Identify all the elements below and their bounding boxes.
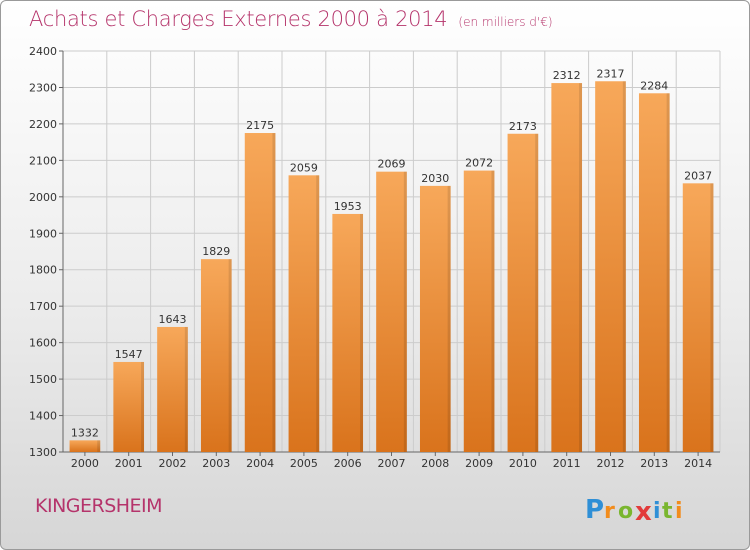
y-tick-label: 1700 — [29, 300, 57, 313]
x-tick-label-2004: 2004 — [246, 457, 274, 470]
data-label-2005: 2059 — [290, 161, 318, 174]
y-tick-label: 1600 — [29, 337, 57, 350]
y-tick-label: 1300 — [29, 446, 57, 459]
bar-shade-2010 — [535, 133, 539, 452]
y-tick-label: 1800 — [29, 264, 57, 277]
y-tick-label: 2200 — [29, 118, 57, 131]
data-label-2014: 2037 — [684, 169, 712, 182]
bar-2009 — [463, 170, 495, 452]
data-label-2008: 2030 — [421, 172, 449, 185]
y-tick-label: 2100 — [29, 154, 57, 167]
bar-shade-2007 — [403, 171, 407, 452]
y-tick-label: 1500 — [29, 373, 57, 386]
logo-letter-t: t — [662, 499, 673, 524]
x-tick-label-2007: 2007 — [378, 457, 406, 470]
bar-2005 — [288, 175, 320, 452]
data-label-2010: 2173 — [509, 120, 537, 133]
logo-letter-p: P — [585, 495, 604, 525]
data-label-2001: 1547 — [115, 348, 143, 361]
bar-2006 — [332, 213, 364, 452]
bar-layer — [69, 81, 714, 453]
chart-title-block: Achats et Charges Externes 2000 à 2014 (… — [29, 7, 553, 31]
bar-2003 — [200, 259, 232, 452]
bar-2011 — [551, 83, 583, 452]
city-name: KINGERSHEIM — [35, 495, 163, 517]
bar-shade-2004 — [272, 133, 276, 453]
bar-shade-2001 — [141, 361, 145, 452]
data-label-2004: 2175 — [246, 119, 274, 132]
bar-2012 — [595, 81, 626, 453]
x-tick-label-2006: 2006 — [334, 457, 362, 470]
x-tick-label-2014: 2014 — [684, 457, 712, 470]
bar-2000 — [69, 440, 101, 452]
y-tick-label: 1400 — [29, 410, 57, 423]
data-label-2012: 2317 — [597, 67, 625, 80]
data-label-2013: 2284 — [640, 79, 668, 92]
x-tick-label-2001: 2001 — [115, 457, 143, 470]
y-tick-label: 2300 — [29, 81, 57, 94]
chart-unit: (en milliers d'€) — [458, 15, 553, 29]
x-tick-label-2002: 2002 — [159, 457, 187, 470]
data-label-2000: 1332 — [71, 426, 99, 439]
x-tick-label-2003: 2003 — [202, 457, 230, 470]
x-tick-label-2000: 2000 — [71, 457, 99, 470]
bar-2013 — [638, 93, 670, 453]
bar-2001 — [113, 361, 145, 452]
bar-shade-2000 — [97, 440, 101, 452]
bar-shade-2011 — [579, 83, 583, 452]
proxiti-logo: P r o x i t i — [585, 495, 683, 526]
x-tick-label-2010: 2010 — [509, 457, 537, 470]
label-layer: 1332 1547 1643 1829 2175 2059 1953 2069 2030 2072… — [71, 67, 712, 439]
y-tick-label: 2000 — [29, 191, 57, 204]
bar-shade-2005 — [316, 175, 320, 452]
logo-letter-o: o — [618, 499, 633, 524]
bar-2010 — [507, 133, 539, 452]
x-tick-label-2008: 2008 — [421, 457, 449, 470]
chart-title: Achats et Charges Externes 2000 à 2014 — [29, 7, 448, 31]
logo-letter-i1: i — [653, 499, 661, 524]
bar-2007 — [376, 171, 407, 452]
x-tick-label-2013: 2013 — [640, 457, 668, 470]
bar-shade-2009 — [491, 170, 495, 452]
data-label-2003: 1829 — [202, 245, 230, 258]
bar-2008 — [419, 185, 451, 452]
data-label-2011: 2312 — [553, 69, 581, 82]
y-tick-label: 2400 — [29, 45, 57, 58]
bar-shade-2006 — [360, 213, 364, 452]
data-label-2007: 2069 — [378, 158, 406, 171]
bar-2002 — [157, 326, 188, 452]
x-tick-label-2009: 2009 — [465, 457, 493, 470]
bar-shade-2014 — [710, 183, 714, 452]
bar-shade-2013 — [666, 93, 670, 453]
logo-letter-i2: i — [675, 499, 683, 524]
bar-shade-2002 — [184, 326, 188, 452]
bar-shade-2012 — [622, 81, 626, 453]
bar-2014 — [682, 183, 714, 452]
data-label-2002: 1643 — [159, 313, 187, 326]
x-tick-label-2012: 2012 — [597, 457, 625, 470]
axis-layer: 1300 1400 1500 1600 1700 1800 1900 2000 2100 2200… — [29, 45, 720, 470]
bar-shade-2008 — [447, 185, 451, 452]
y-tick-label: 1900 — [29, 227, 57, 240]
logo-letter-r: r — [604, 499, 615, 524]
bar-2004 — [244, 133, 276, 453]
x-tick-label-2005: 2005 — [290, 457, 318, 470]
logo-letter-x: x — [635, 497, 652, 526]
data-label-2006: 1953 — [334, 200, 362, 213]
data-label-2009: 2072 — [465, 157, 493, 170]
bar-shade-2003 — [228, 259, 232, 452]
x-tick-label-2011: 2011 — [553, 457, 581, 470]
